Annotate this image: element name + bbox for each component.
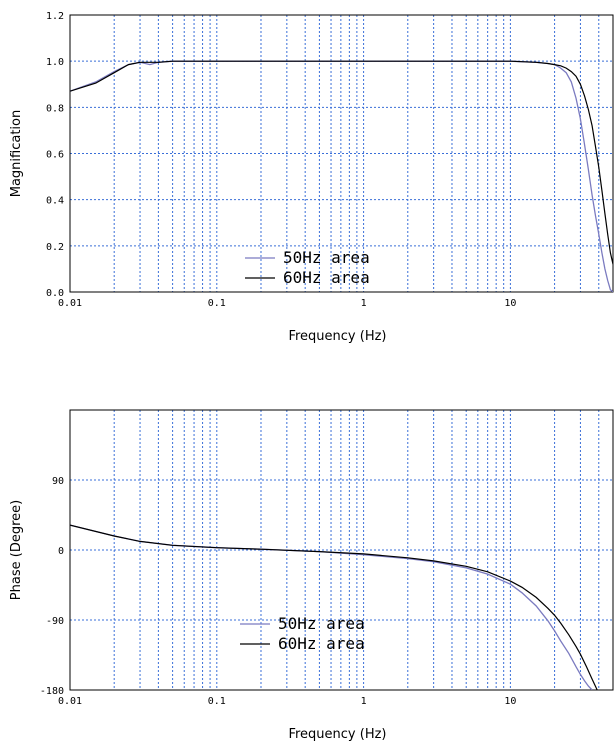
series-line-50hz — [70, 60, 613, 292]
legend-label: 50Hz area — [278, 614, 365, 633]
magnification-chart: 0.01 0.1 1 10 0.0 0.2 0.4 0.6 0.8 1.0 1.2 Frequency… — [9, 11, 614, 344]
legend-label: 50Hz area — [283, 248, 370, 267]
legend-label: 60Hz area — [278, 634, 365, 653]
grid — [70, 410, 613, 690]
y-tick-label: 1.2 — [46, 11, 64, 22]
series-line-60hz — [70, 524, 598, 690]
x-tick-label: 10 — [504, 696, 516, 707]
series-line-60hz — [70, 60, 613, 265]
y-tick-label: 0.8 — [46, 103, 64, 114]
series-group — [70, 524, 598, 690]
plot-frame — [69, 409, 614, 691]
y-tick-label: 1.0 — [46, 57, 64, 68]
x-tick-label: 0.1 — [208, 696, 226, 707]
y-axis-label: Magnification — [9, 110, 24, 198]
x-tick-label: 10 — [504, 298, 516, 309]
y-tick-label: 0.6 — [46, 150, 64, 161]
y-tick-label: 0 — [58, 546, 64, 557]
y-tick-label: -180 — [40, 686, 64, 697]
x-tick-label: 0.01 — [58, 696, 82, 707]
x-tick-label: 0.01 — [58, 298, 82, 309]
phase-chart: 0.01 0.1 1 10 -180 -90 0 90 Frequency (Hz) Phase … — [9, 409, 614, 742]
y-tick-label: -90 — [46, 616, 64, 627]
series-group — [70, 60, 613, 292]
legend-label: 60Hz area — [283, 268, 370, 287]
y-axis-label: Phase (Degree) — [9, 500, 24, 600]
plot-frame — [69, 14, 614, 293]
y-tick-label: 90 — [52, 476, 64, 487]
y-tick-label: 0.0 — [46, 288, 64, 299]
x-tick-label: 1 — [361, 298, 367, 309]
y-tick-label: 0.2 — [46, 242, 64, 253]
y-tick-label: 0.4 — [46, 196, 64, 207]
x-axis-label: Frequency (Hz) — [288, 329, 386, 344]
x-tick-label: 0.1 — [208, 298, 226, 309]
x-axis-label: Frequency (Hz) — [288, 727, 386, 742]
x-tick-label: 1 — [361, 696, 367, 707]
